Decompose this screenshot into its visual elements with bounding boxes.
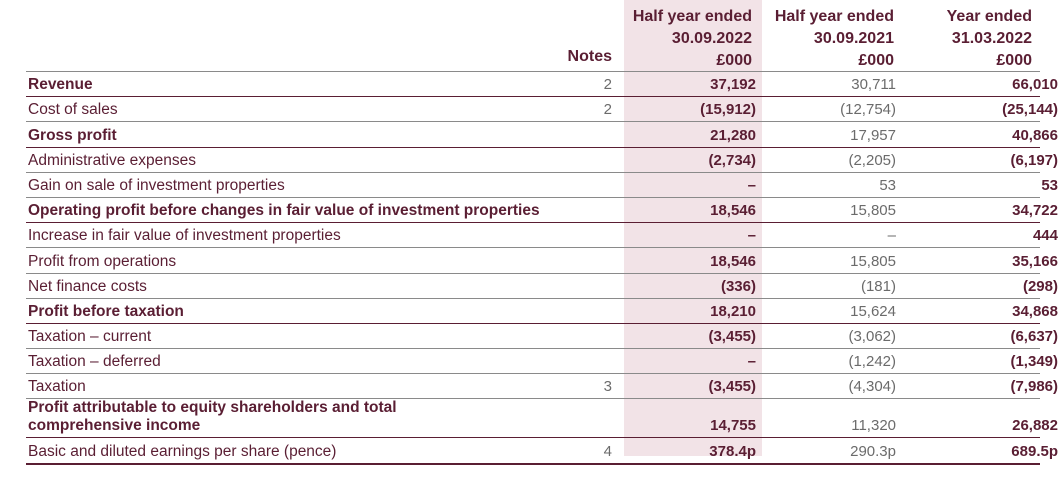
income-statement-table: Revenue 2 37,192 30,711 66,010 Cost of s… xyxy=(26,72,1058,465)
header-line: Year ended xyxy=(946,8,1032,25)
value-2022-half: – xyxy=(747,227,756,245)
table-row: Profit before taxation 18,210 15,624 34,… xyxy=(26,299,1058,324)
value-2021-half: 30,711 xyxy=(851,76,896,94)
table-row: Administrative expenses (2,734) (2,205) … xyxy=(26,148,1058,173)
notes-header: Notes xyxy=(567,48,612,65)
header-line: £000 xyxy=(996,52,1032,69)
value-2022-year: 35,166 xyxy=(1012,252,1058,270)
table-row: Profit attributable to equity shareholde… xyxy=(26,399,1058,439)
header-line: Half year ended xyxy=(632,8,752,25)
row-label: Basic and diluted earnings per share (pe… xyxy=(28,442,337,460)
value-2021-half: (1,242) xyxy=(848,353,896,371)
value-2021-half: 290.3p xyxy=(850,442,896,460)
value-2022-half: (3,455) xyxy=(708,378,756,396)
row-label: Operating profit before changes in fair … xyxy=(28,202,540,220)
row-label: Administrative expenses xyxy=(28,151,196,169)
table-row: Gain on sale of investment properties – … xyxy=(26,173,1058,198)
value-2022-year: (25,144) xyxy=(1002,101,1058,119)
column-header-half-year-2021: Half year ended 30.09.2021 £000 xyxy=(752,6,894,72)
value-2022-half: – xyxy=(747,353,756,371)
value-2022-half: (2,734) xyxy=(708,151,756,169)
row-label: Profit before taxation xyxy=(28,302,184,320)
value-2021-half: – xyxy=(887,227,896,245)
value-2022-half: (336) xyxy=(720,277,756,295)
row-label: Cost of sales xyxy=(28,101,118,119)
row-note: 2 xyxy=(603,101,612,119)
header-line: Half year ended xyxy=(774,8,894,25)
value-2021-half: (12,754) xyxy=(840,101,896,119)
value-2021-half: (2,205) xyxy=(848,151,896,169)
table-row: Basic and diluted earnings per share (pe… xyxy=(26,438,1058,465)
table-row: Taxation – current (3,455) (3,062) (6,63… xyxy=(26,324,1058,350)
row-label: Profit from operations xyxy=(28,252,177,270)
value-2021-half: (4,304) xyxy=(848,378,896,396)
table-row: Revenue 2 37,192 30,711 66,010 xyxy=(26,72,1058,98)
row-note: 2 xyxy=(603,76,612,94)
table-top-rule xyxy=(26,71,1040,72)
value-2022-half: 21,280 xyxy=(710,126,756,144)
header-line: £000 xyxy=(858,52,894,69)
header-line: 31.03.2022 xyxy=(951,30,1032,47)
value-2022-half: 18,546 xyxy=(710,202,756,220)
row-label: Taxation xyxy=(28,378,86,396)
row-label: Taxation – current xyxy=(28,328,152,346)
value-2022-year: 66,010 xyxy=(1012,76,1058,94)
value-2022-half: – xyxy=(747,176,756,194)
value-2022-year: (7,986) xyxy=(1010,378,1058,396)
header-line: 30.09.2021 xyxy=(813,30,894,47)
value-2022-half: 378.4p xyxy=(709,442,756,460)
table-row: Taxation – deferred – (1,242) (1,349) xyxy=(26,349,1058,375)
value-2022-half: 37,192 xyxy=(710,76,756,94)
value-2021-half: (181) xyxy=(860,277,896,295)
header-line: £000 xyxy=(716,52,752,69)
row-label: Revenue xyxy=(28,76,93,94)
value-2022-year: (6,197) xyxy=(1010,151,1058,169)
value-2022-half: (3,455) xyxy=(708,328,756,346)
value-2022-year: 34,722 xyxy=(1012,202,1058,220)
value-2022-year: (298) xyxy=(1022,277,1058,295)
value-2021-half: (3,062) xyxy=(848,328,896,346)
row-note: 3 xyxy=(603,378,612,396)
table-row: Net finance costs (336) (181) (298) xyxy=(26,274,1058,299)
row-label: Taxation – deferred xyxy=(28,353,161,371)
value-2021-half: 11,320 xyxy=(851,417,896,435)
value-2021-half: 17,957 xyxy=(850,126,896,144)
table-row: Cost of sales 2 (15,912) (12,754) (25,14… xyxy=(26,97,1058,123)
table-row: Taxation 3 (3,455) (4,304) (7,986) xyxy=(26,374,1058,400)
value-2022-year: 40,866 xyxy=(1012,126,1058,144)
value-2022-year: 689.5p xyxy=(1011,442,1058,460)
row-label: Gross profit xyxy=(28,126,117,144)
value-2022-half: (15,912) xyxy=(700,101,756,119)
value-2022-year: 26,882 xyxy=(1012,417,1058,435)
value-2022-year: (1,349) xyxy=(1010,353,1058,371)
row-label: Profit attributable to equity shareholde… xyxy=(28,399,397,435)
column-header-half-year-2022: Half year ended 30.09.2022 £000 xyxy=(600,6,752,72)
value-2022-year: 444 xyxy=(1032,227,1058,245)
row-label: Increase in fair value of investment pro… xyxy=(28,227,341,245)
highlighted-column-background xyxy=(624,0,762,456)
value-2021-half: 15,624 xyxy=(850,302,896,320)
value-2022-year: (6,637) xyxy=(1010,328,1058,346)
table-row: Gross profit 21,280 17,957 40,866 xyxy=(26,122,1058,148)
row-note: 4 xyxy=(603,442,612,460)
value-2022-year: 34,868 xyxy=(1012,302,1058,320)
header-line: 30.09.2022 xyxy=(671,30,752,47)
value-2021-half: 15,805 xyxy=(850,202,896,220)
table-row: Profit from operations 18,546 15,805 35,… xyxy=(26,248,1058,274)
value-2021-half: 15,805 xyxy=(850,252,896,270)
value-2022-half: 14,755 xyxy=(710,417,756,435)
value-2022-half: 18,546 xyxy=(710,252,756,270)
row-label: Net finance costs xyxy=(28,277,147,295)
table-row: Operating profit before changes in fair … xyxy=(26,198,1058,224)
value-2022-year: 53 xyxy=(1041,176,1058,194)
row-label: Gain on sale of investment properties xyxy=(28,176,285,194)
column-header-year-2022: Year ended 31.03.2022 £000 xyxy=(900,6,1032,72)
table-row: Increase in fair value of investment pro… xyxy=(26,223,1058,249)
value-2021-half: 53 xyxy=(879,176,896,194)
value-2022-half: 18,210 xyxy=(710,302,756,320)
